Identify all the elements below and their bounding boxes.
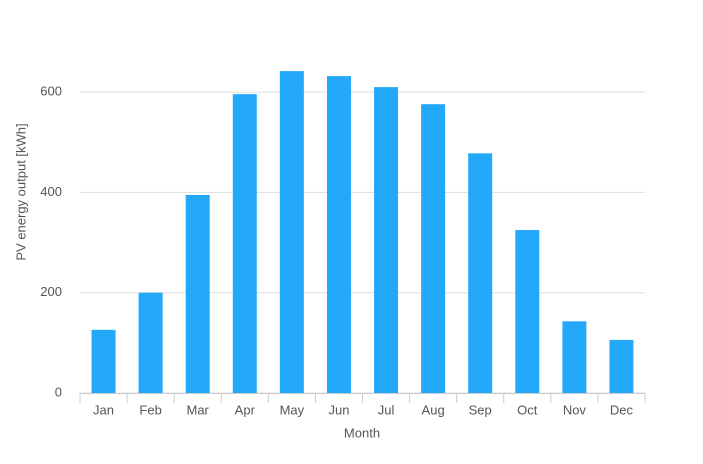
x-tick-label: Mar (187, 402, 210, 417)
x-tick-label: Oct (517, 402, 538, 417)
x-tick-label: Sep (469, 402, 492, 417)
bar (609, 339, 634, 393)
y-tick-label: 600 (40, 84, 62, 99)
y-tick-label: 400 (40, 184, 62, 199)
x-tick-label: May (280, 402, 305, 417)
x-axis-title: Month (344, 425, 380, 440)
bar (468, 153, 493, 393)
bar (185, 194, 210, 393)
y-axis-title: PV energy output [kWh] (13, 123, 28, 260)
bar (562, 321, 587, 393)
bar (326, 76, 351, 394)
bar (374, 87, 399, 393)
bar (279, 71, 304, 393)
bar (91, 329, 116, 393)
bar (421, 104, 446, 394)
x-tick-label: Jun (328, 402, 349, 417)
y-tick-label: 0 (55, 384, 62, 399)
bar (138, 292, 163, 393)
y-tick-label: 200 (40, 284, 62, 299)
x-tick-label: Jan (93, 402, 114, 417)
bar (515, 230, 540, 393)
bar (232, 94, 257, 394)
x-tick-label: Apr (235, 402, 256, 417)
x-tick-label: Jul (378, 402, 395, 417)
x-tick-label: Nov (563, 402, 587, 417)
x-tick-label: Aug (422, 402, 445, 417)
x-tick-label: Feb (139, 402, 161, 417)
x-tick-label: Dec (610, 402, 634, 417)
